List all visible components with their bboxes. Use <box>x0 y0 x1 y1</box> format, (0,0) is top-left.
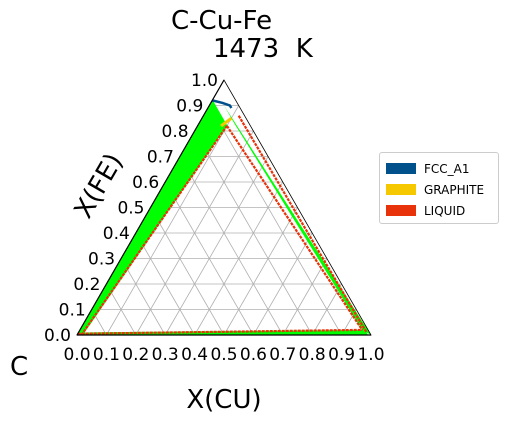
tie-line <box>188 141 202 163</box>
tie-line <box>205 111 221 137</box>
grid-line <box>106 105 240 336</box>
phase-boundary <box>77 328 363 335</box>
x-tick-label: 0.6 <box>240 345 267 365</box>
tie-line <box>107 281 115 289</box>
tie-line <box>208 106 224 132</box>
legend-swatch-graphite <box>386 184 416 195</box>
grid-line <box>164 181 254 336</box>
tie-line <box>110 275 119 284</box>
tie-line <box>157 193 170 210</box>
chart-title: C-Cu-Fe <box>171 6 273 36</box>
x-tick-label: 0.0 <box>63 345 90 365</box>
tie-line <box>161 188 173 205</box>
legend-item-graphite: GRAPHITE <box>386 179 492 200</box>
tie-line <box>123 252 133 263</box>
grid-lines <box>91 105 357 336</box>
grid-line <box>150 207 225 336</box>
y-tick-label: 0.2 <box>73 275 100 295</box>
tie-line <box>127 246 137 257</box>
tie-line <box>144 217 155 231</box>
grid-line <box>135 232 195 336</box>
tie-line <box>191 135 206 158</box>
y-tick-label: 0.6 <box>132 173 159 193</box>
legend: FCC_A1 GRAPHITE LIQUID <box>379 152 499 224</box>
tie-line <box>137 229 148 242</box>
legend-label-fcc: FCC_A1 <box>424 161 470 176</box>
tie-line <box>100 293 108 299</box>
y-tick-label: 0.7 <box>147 148 174 168</box>
tie-line <box>147 211 159 226</box>
tick-labels: 0.0 0.1 0.2 0.3 0.4 0.5 0.6 0.7 0.8 0.9 1.00.00.10… <box>44 71 385 365</box>
x-tick-label: 0.4 <box>181 345 208 365</box>
tie-line <box>117 264 126 273</box>
phase-boundary <box>226 125 364 331</box>
x-tick-label: 0.3 <box>152 345 179 365</box>
x-tick-label: 0.7 <box>269 345 296 365</box>
y-tick-label: 0.9 <box>176 97 203 117</box>
grid-line <box>120 258 166 336</box>
grid-line <box>208 105 342 336</box>
tie-line <box>184 147 199 168</box>
x-tick-label: 0.8 <box>299 345 326 365</box>
x-tick-label: 0.5 <box>210 345 237 365</box>
tie-line <box>201 117 217 142</box>
tie-line <box>130 240 141 252</box>
phase-boundaries <box>77 99 368 336</box>
grid-line <box>194 130 313 336</box>
graphite-boundary <box>220 117 233 128</box>
tie-line <box>150 205 162 221</box>
tie-line <box>181 152 195 174</box>
tie-line <box>134 234 144 247</box>
phase-boundary <box>237 115 368 334</box>
y-tick-label: 0.3 <box>88 250 115 270</box>
grid-line <box>179 156 284 336</box>
tie-line <box>164 182 177 200</box>
tie-line <box>174 164 188 184</box>
x-axis-label: X(CU) <box>186 385 261 415</box>
y-tick-label: 0.5 <box>117 199 144 219</box>
tie-line <box>167 176 181 195</box>
tie-line <box>93 305 100 310</box>
legend-swatch-liquid <box>386 205 416 216</box>
fcc-boundary <box>211 99 233 109</box>
corner-label-c: C <box>10 352 28 382</box>
tie-line <box>194 129 210 153</box>
y-axis-line <box>76 79 225 336</box>
y-tick-label: 1.0 <box>191 71 218 91</box>
chart-subtitle: 1473 K <box>213 34 313 64</box>
legend-label-liquid: LIQUID <box>424 203 466 218</box>
x-tick-label: 0.9 <box>328 345 355 365</box>
x-tick-label: 0.2 <box>122 345 149 365</box>
legend-item-liquid: LIQUID <box>386 200 492 221</box>
legend-item-fcc: FCC_A1 <box>386 158 492 179</box>
tie-line <box>113 270 122 278</box>
grid-line <box>282 258 328 336</box>
tie-line <box>103 287 111 294</box>
y-tick-label: 0.1 <box>59 301 86 321</box>
y-tick-label: 0.4 <box>103 224 130 244</box>
tie-line <box>198 123 213 148</box>
grid-line <box>223 207 298 336</box>
legend-swatch-fcc <box>386 163 416 174</box>
tie-line <box>120 258 130 268</box>
y-tick-label: 0.0 <box>44 326 71 346</box>
x-tick-label: 1.0 <box>357 345 384 365</box>
tie-line <box>97 299 104 305</box>
phase-boundary <box>80 125 228 336</box>
tie-line <box>171 170 184 189</box>
triangle-frame <box>76 79 372 336</box>
grid-line <box>164 156 269 336</box>
tie-line <box>178 158 191 179</box>
y-tick-label: 0.8 <box>162 122 189 142</box>
tie-line <box>140 223 151 236</box>
legend-label-graphite: GRAPHITE <box>424 182 485 197</box>
x-tick-label: 0.1 <box>93 345 120 365</box>
tie-line <box>154 199 166 216</box>
